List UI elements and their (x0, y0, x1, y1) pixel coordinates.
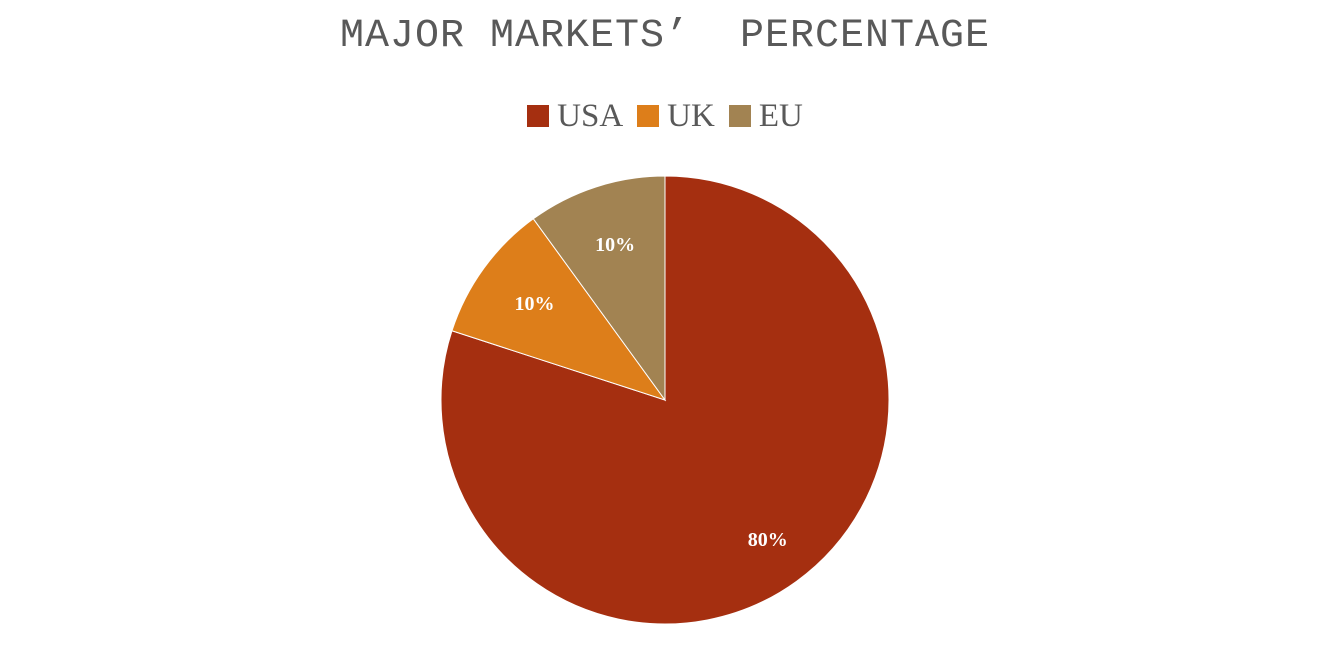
legend-label-usa: USA (557, 98, 624, 134)
legend-item-usa: USA (527, 96, 623, 136)
legend-label-eu: EU (758, 98, 803, 134)
slice-label-uk: 10% (515, 293, 555, 315)
legend-swatch-uk (637, 105, 660, 127)
legend-label-uk: UK (667, 98, 715, 134)
slice-label-usa: 80% (748, 529, 788, 551)
chart-legend: USA UK EU (0, 96, 1330, 136)
pie-slice-eu (532, 175, 666, 402)
legend-item-uk: UK (637, 96, 715, 136)
slice-label-eu: 10% (595, 234, 635, 256)
pie-slice-uk (451, 218, 667, 401)
legend-swatch-eu (728, 105, 751, 127)
chart-title: MAJOR MARKETS’ PERCENTAGE (339, 14, 991, 59)
legend-swatch-usa (527, 105, 550, 127)
legend-item-eu: EU (728, 96, 803, 136)
